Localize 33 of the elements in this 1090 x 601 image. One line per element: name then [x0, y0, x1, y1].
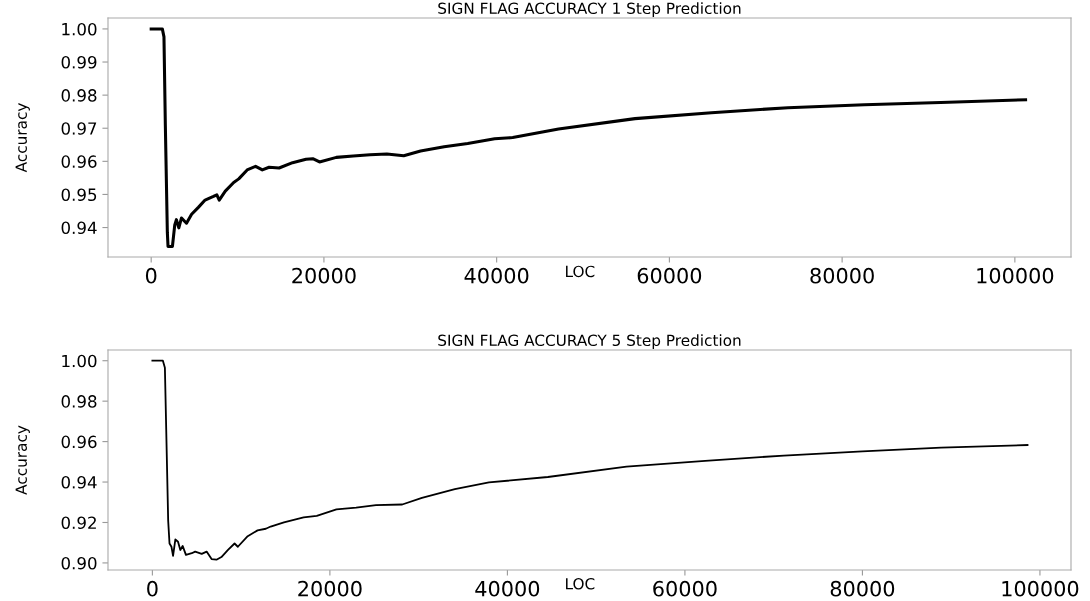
y-tick-label: 1.00 [62, 354, 97, 368]
y-axis-title: Accuracy [15, 425, 30, 495]
x-tick-label: 40000 [475, 580, 540, 597]
y-tick-label: 0.97 [61, 122, 97, 135]
x-tick-label: 80000 [830, 580, 895, 597]
y-tick-label: 0.98 [61, 395, 97, 408]
y-axis-title: Accuracy [15, 103, 30, 173]
y-tick-label: 0.96 [61, 155, 97, 168]
line-series [151, 359, 1029, 561]
x-tick-label: 60000 [637, 267, 702, 284]
line-series [149, 27, 1028, 248]
y-tick-label: 0.92 [61, 516, 96, 530]
x-tick-label: 0 [145, 267, 157, 284]
y-tick-label: 0.94 [61, 476, 97, 489]
y-tick-label: 0.99 [61, 55, 97, 69]
y-tick-label: 0.94 [61, 221, 97, 235]
x-axis-title: LOC [566, 577, 595, 590]
chart-title: SIGN FLAG ACCURACY 5 Step Prediction [438, 334, 741, 350]
x-tick-label: 0 [147, 580, 158, 597]
chart-title: SIGN FLAG ACCURACY 1 Step Prediction [438, 2, 741, 18]
y-tick-label: 0.90 [61, 556, 97, 570]
x-tick-label: 20000 [298, 580, 362, 597]
x-tick-label: 100000 [1002, 580, 1079, 597]
y-tick-label: 0.98 [61, 89, 97, 102]
y-tick-label: 1.00 [62, 22, 97, 36]
x-tick-label: 100000 [977, 267, 1054, 284]
x-tick-label: 40000 [464, 267, 529, 284]
y-tick-label: 0.95 [61, 188, 97, 202]
x-tick-label: 20000 [292, 267, 356, 284]
x-axis-title: LOC [566, 265, 595, 278]
x-tick-label: 60000 [653, 580, 717, 597]
x-tick-label: 80000 [810, 267, 874, 284]
y-tick-label: 0.96 [61, 435, 97, 449]
